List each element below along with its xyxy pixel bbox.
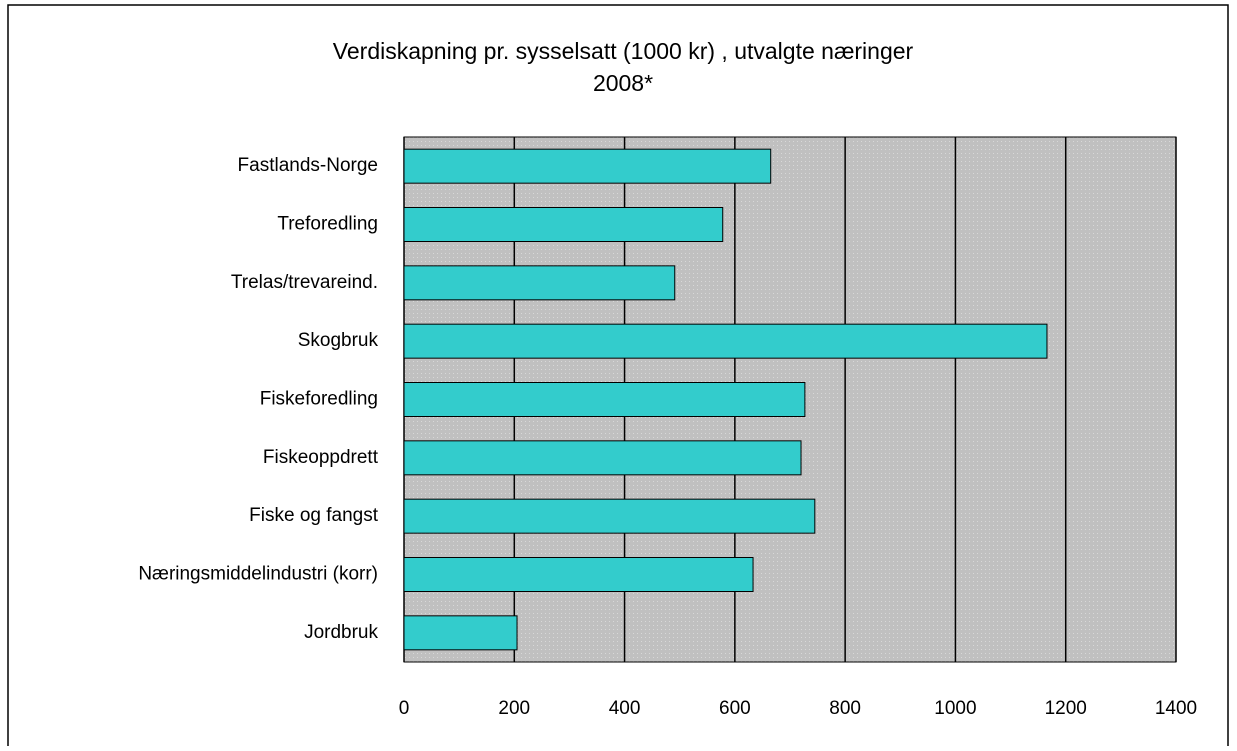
x-tick-label: 600	[719, 698, 751, 719]
y-tick-label: Fiskeoppdrett	[263, 447, 379, 468]
y-tick-label: Jordbruk	[304, 622, 378, 643]
x-tick-label: 0	[399, 698, 410, 719]
bar	[403, 498, 816, 534]
x-tick-label: 1400	[1155, 698, 1197, 719]
bar	[403, 440, 802, 476]
y-tick-label: Trelas/trevareind.	[231, 272, 378, 293]
bar	[403, 615, 518, 651]
y-tick-label: Treforedling	[277, 214, 378, 235]
bar	[403, 265, 676, 301]
x-tick-label: 200	[498, 698, 530, 719]
x-tick-label: 800	[829, 698, 861, 719]
y-tick-label: Fastlands-Norge	[238, 155, 378, 176]
x-tick-label: 1200	[1045, 698, 1087, 719]
y-tick-label: Fiske og fangst	[249, 505, 379, 526]
bar	[403, 323, 1048, 359]
bar	[403, 148, 772, 184]
x-tick-label: 1000	[934, 698, 976, 719]
bar	[403, 207, 724, 242]
x-tick-label: 400	[609, 698, 641, 719]
y-tick-label: Skogbruk	[298, 330, 379, 351]
chart-title: Verdiskapning pr. sysselsatt (1000 kr) ,…	[333, 38, 914, 64]
bar	[403, 382, 806, 417]
y-tick-label: Næringsmiddelindustri (korr)	[138, 564, 378, 585]
chart-title: 2008*	[593, 70, 653, 96]
y-tick-label: Fiskeforedling	[260, 389, 378, 410]
bar	[403, 557, 754, 592]
